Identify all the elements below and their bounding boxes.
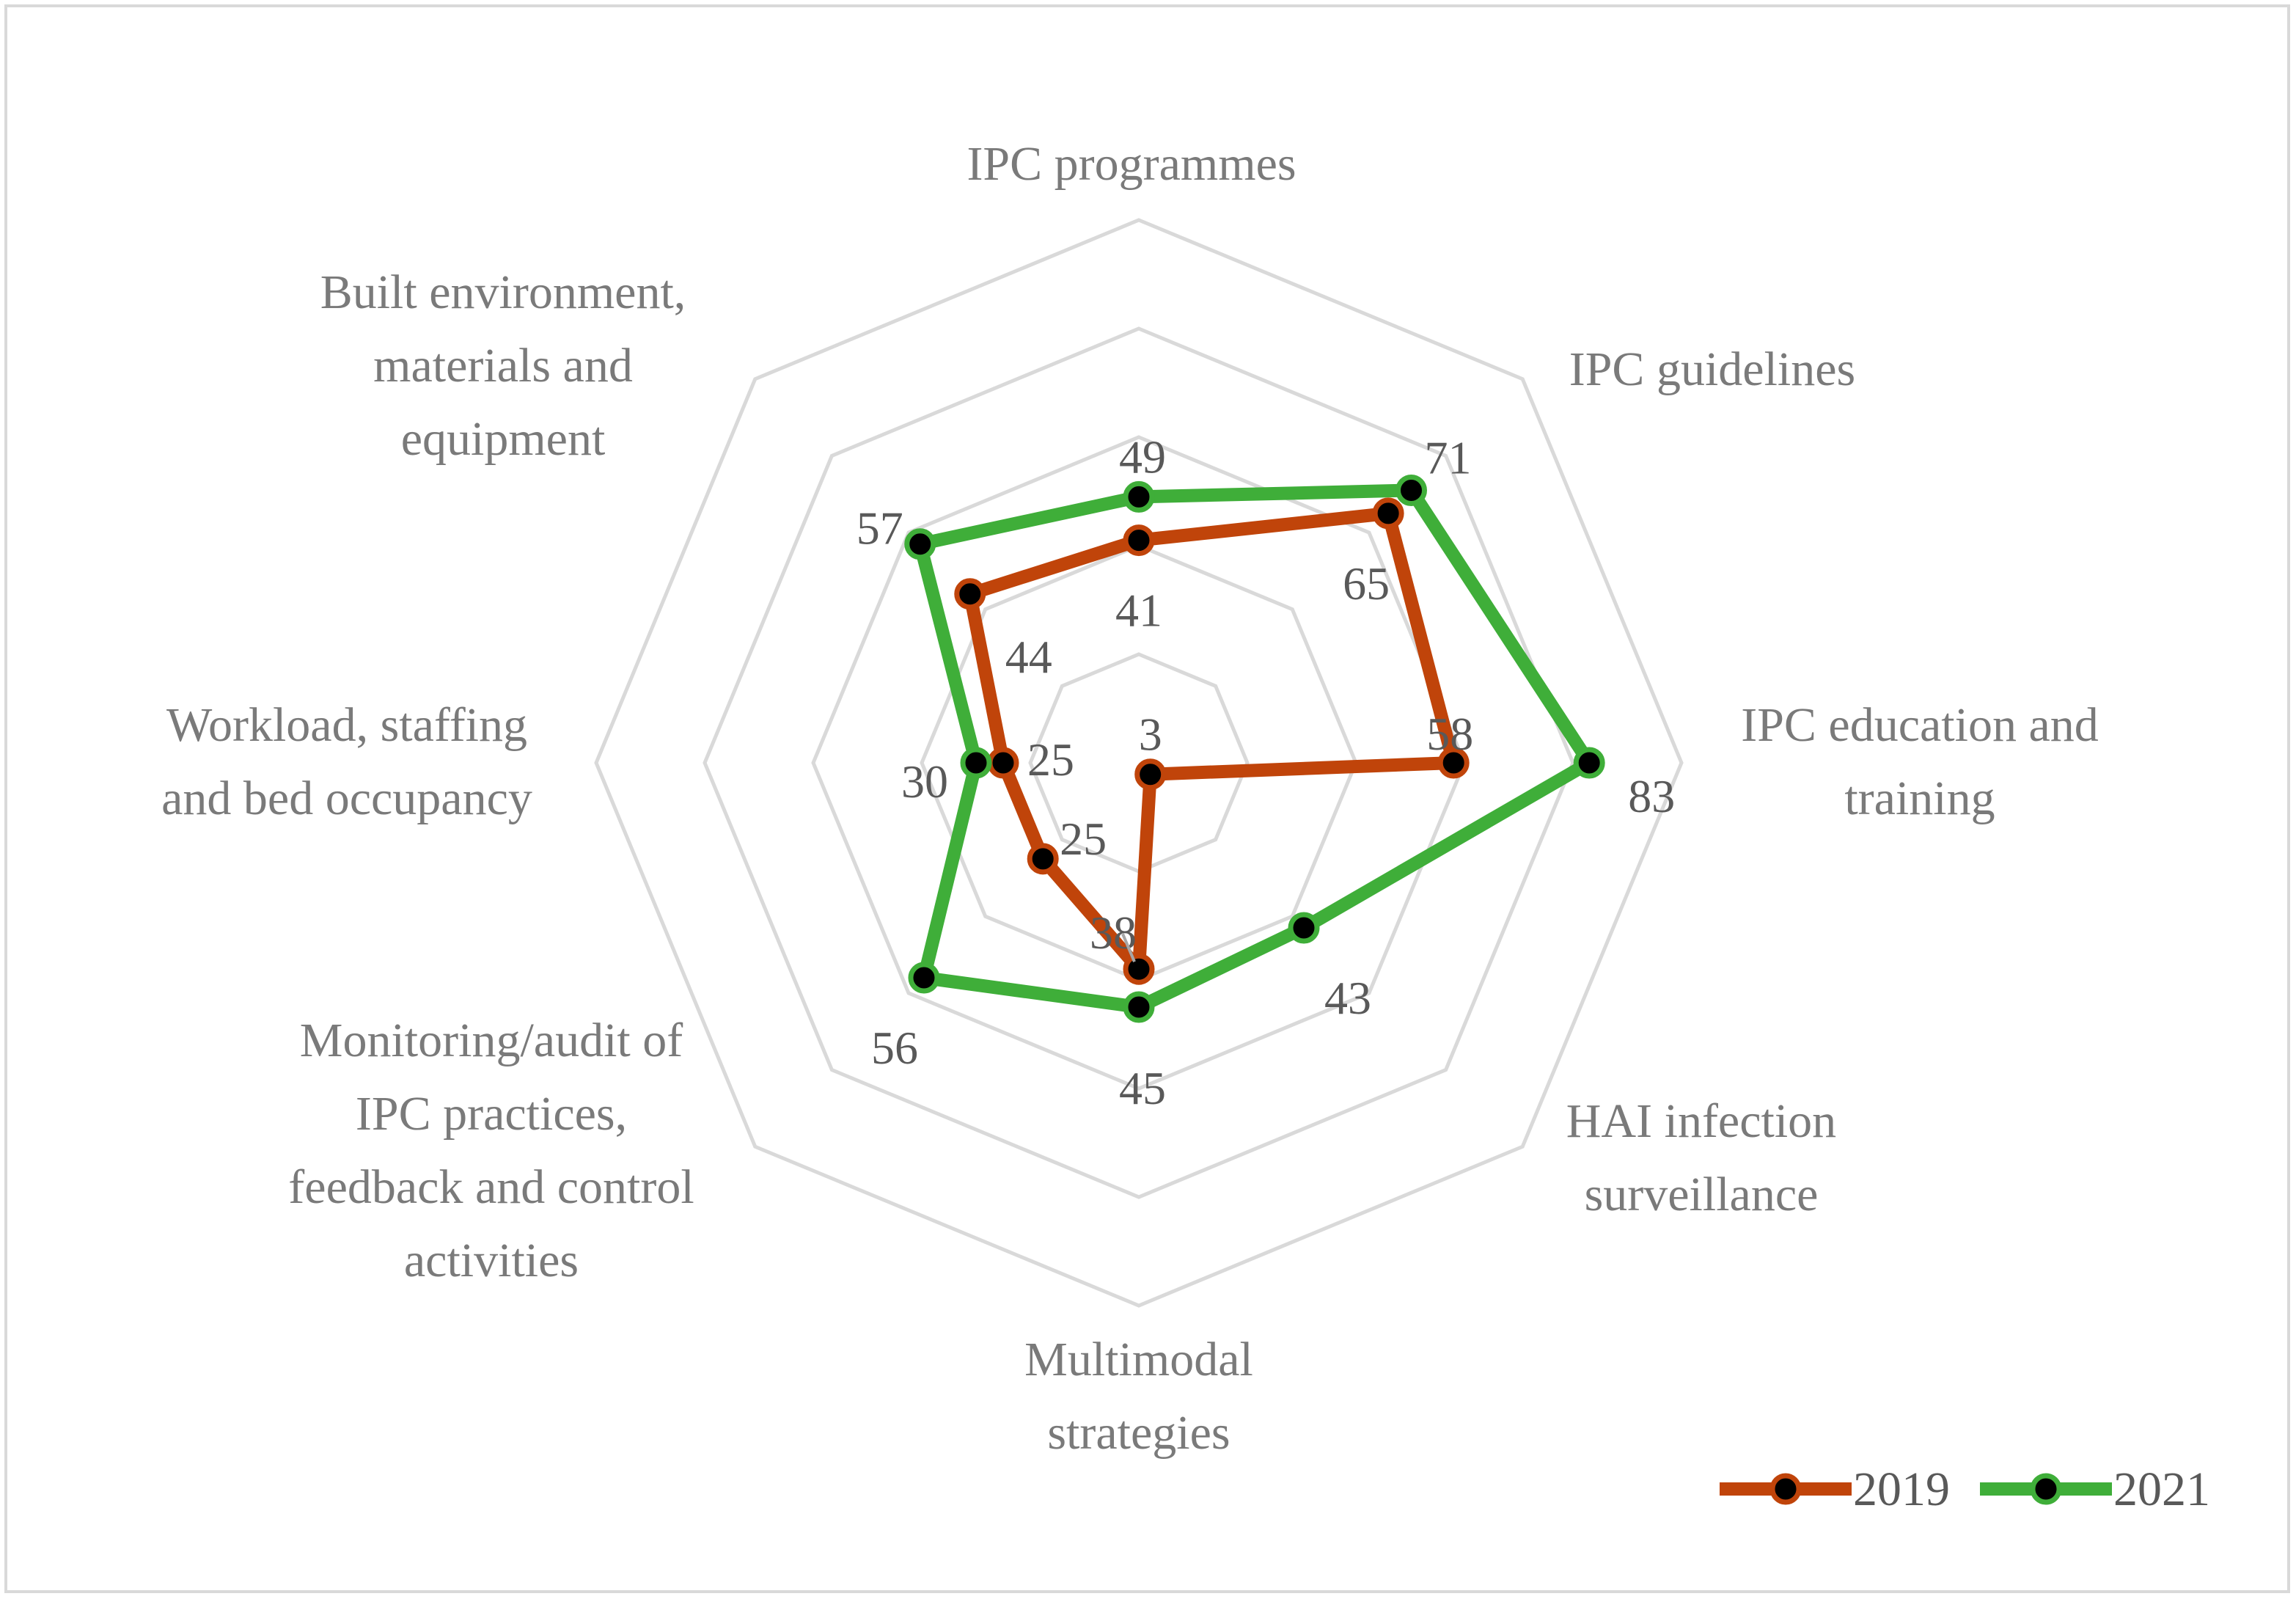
category-label-7: Built environment, materials and equipment xyxy=(320,266,686,466)
category-label-4: Multimodal strategies xyxy=(1024,1333,1253,1460)
category-label-1: IPC guidelines xyxy=(1569,343,1856,396)
category-label-5: Monitoring/audit of IPC practices, feedbac… xyxy=(288,1014,694,1287)
legend-marker-2019 xyxy=(1769,1473,1802,1505)
marker-2021-5 xyxy=(908,962,940,994)
category-label-3: HAI infection surveillance xyxy=(1566,1094,1836,1221)
marker-2019-2 xyxy=(1437,747,1470,779)
chart-frame xyxy=(4,4,2290,1593)
data-label-2019-6: 25 xyxy=(1027,733,1074,786)
marker-2021-2 xyxy=(1573,747,1605,779)
marker-2019-6 xyxy=(987,747,1019,779)
category-label-6: Workload, staffing and bed occupancy xyxy=(161,698,532,825)
leader-line xyxy=(1121,933,1136,962)
grid-layer xyxy=(594,218,1684,1308)
marker-2021-0 xyxy=(1123,480,1155,513)
data-label-2021-2: 83 xyxy=(1628,770,1675,822)
marker-2021-3 xyxy=(1288,912,1320,944)
marker-2021-7 xyxy=(904,528,936,560)
category-label-0: IPC programmes xyxy=(967,137,1296,191)
grid-ring-4 xyxy=(703,326,1575,1199)
marker-layer xyxy=(904,474,1605,1023)
data-label-2019-7: 44 xyxy=(1005,631,1052,683)
data-label-2021-4: 45 xyxy=(1119,1062,1166,1114)
marker-2021-4 xyxy=(1123,991,1155,1023)
data-label-2019-0: 41 xyxy=(1115,585,1162,637)
data-label-2021-1: 71 xyxy=(1425,431,1472,483)
data-label-2021-3: 43 xyxy=(1324,972,1371,1024)
marker-2019-3 xyxy=(1134,758,1167,791)
category-label-2: IPC education and training xyxy=(1741,698,2099,825)
legend-marker-2021 xyxy=(2030,1473,2062,1505)
legend: 2019 2021 xyxy=(1720,1463,2210,1516)
data-label-2021-0: 49 xyxy=(1119,431,1166,483)
data-label-2019-3: 3 xyxy=(1139,709,1162,761)
marker-2019-0 xyxy=(1123,524,1155,557)
data-label-2019-2: 58 xyxy=(1426,708,1473,760)
marker-2019-1 xyxy=(1372,497,1404,530)
legend-label-2021: 2021 xyxy=(2113,1463,2210,1516)
data-label-2021-6: 30 xyxy=(901,755,948,808)
marker-2019-7 xyxy=(954,578,986,610)
legend-label-2019: 2019 xyxy=(1853,1463,1950,1516)
grid-ring-3 xyxy=(811,435,1467,1091)
grid-ring-5 xyxy=(594,218,1684,1308)
marker-2019-4 xyxy=(1123,953,1155,985)
data-label-2021-5: 56 xyxy=(871,1022,918,1074)
data-label-2019-1: 65 xyxy=(1343,557,1390,610)
data-label-2021-7: 57 xyxy=(857,502,903,555)
marker-2021-1 xyxy=(1395,474,1428,506)
marker-2019-5 xyxy=(1027,843,1059,875)
data-label-2019-5: 25 xyxy=(1060,813,1107,865)
marker-2021-6 xyxy=(960,747,992,779)
